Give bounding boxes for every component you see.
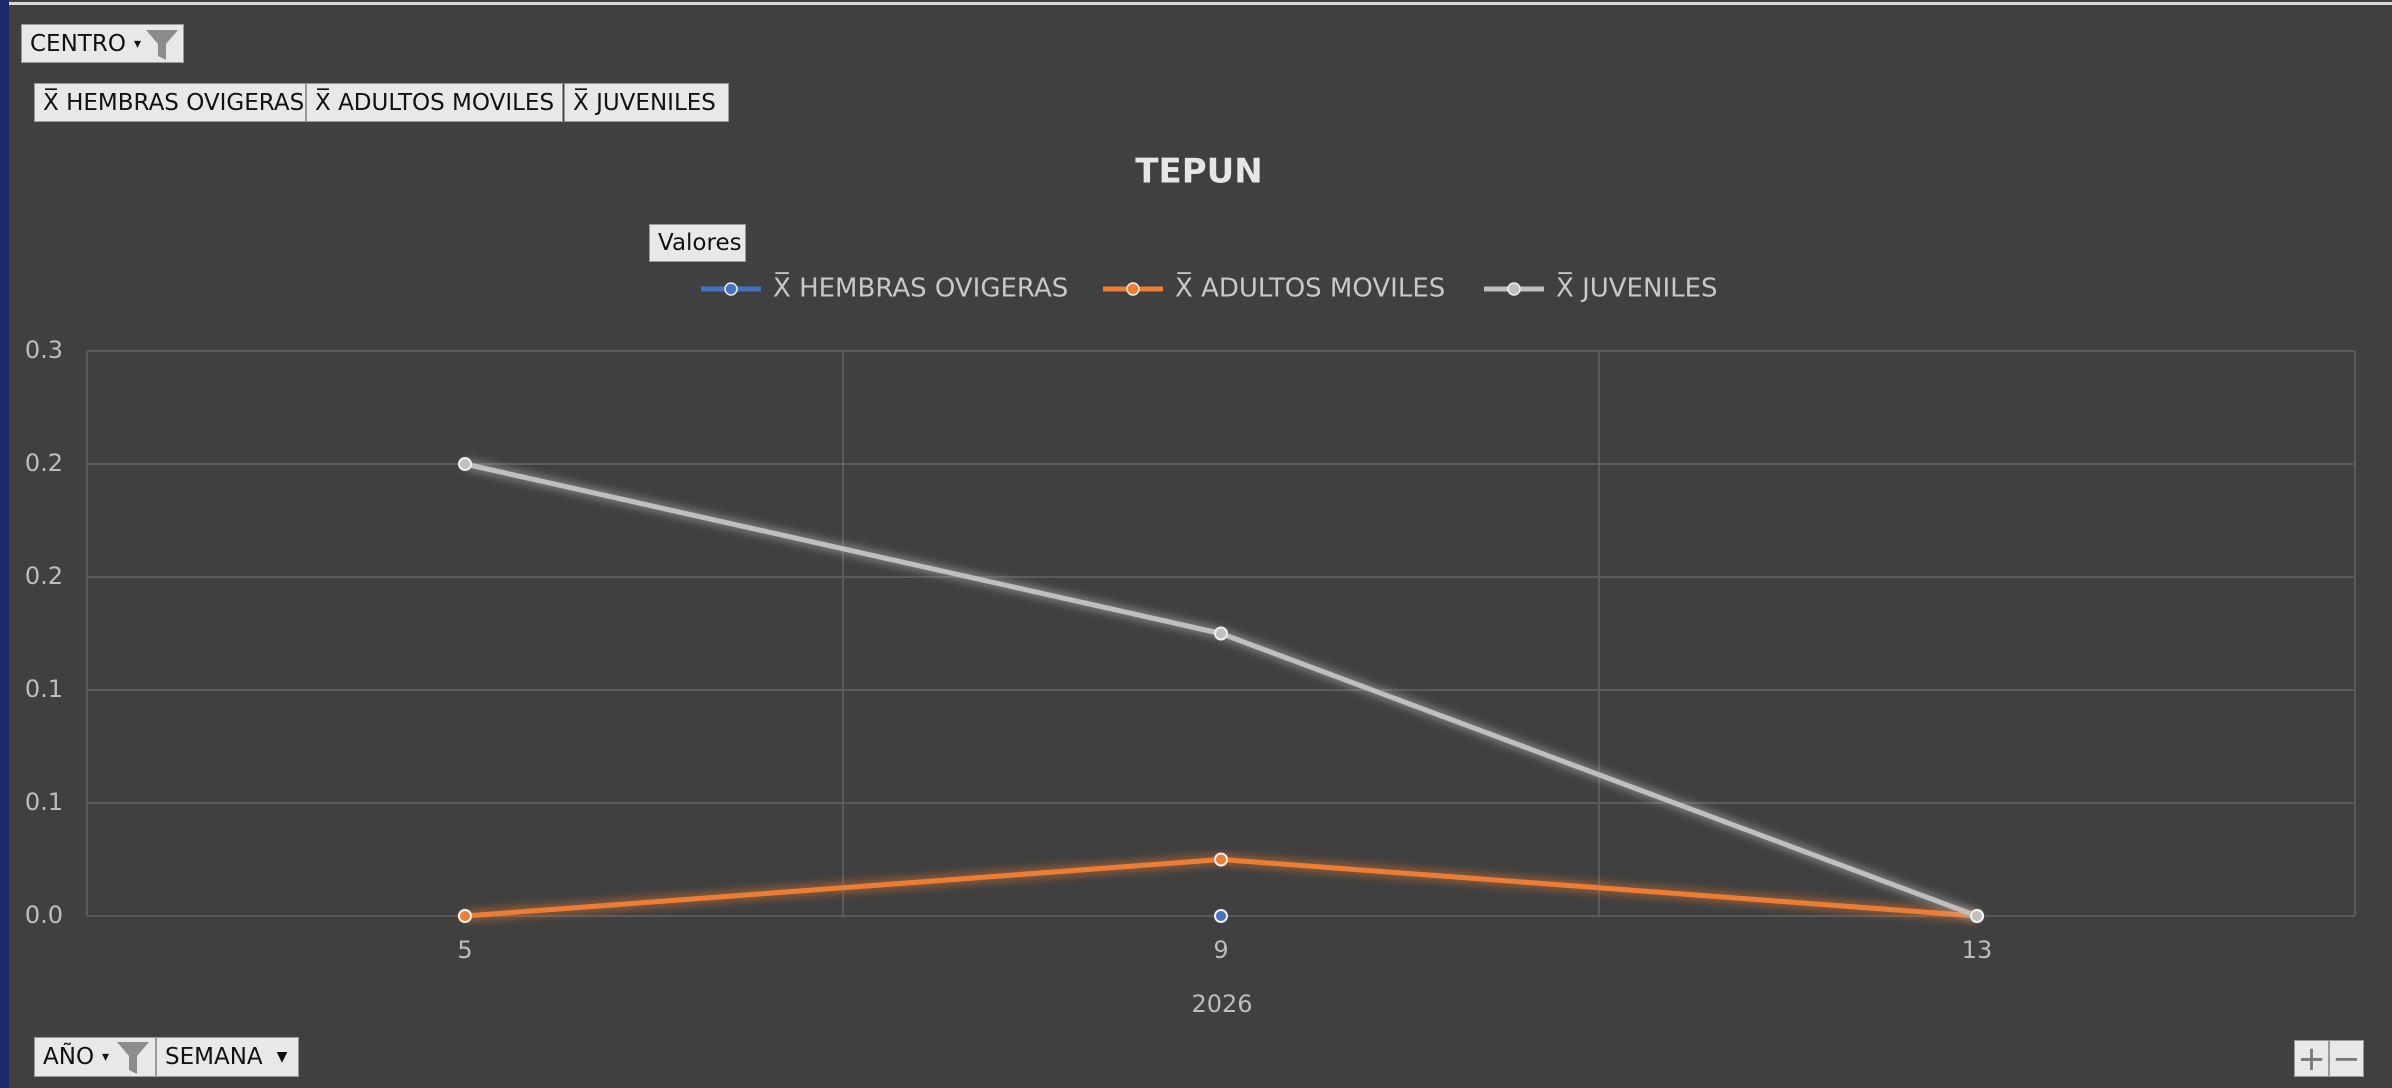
y-tick-label: 0.2 <box>25 449 63 477</box>
legend-label: X̅ HEMBRAS OVIGERAS <box>773 272 1068 304</box>
series-field-button[interactable]: X̅ HEMBRAS OVIGERAS <box>34 83 306 122</box>
data-point <box>458 457 472 471</box>
x-tick-label: 5 <box>457 936 472 964</box>
legend-marker <box>1126 282 1140 296</box>
window-border <box>0 0 9 1088</box>
dropdown-arrow: ▾ <box>102 1049 110 1065</box>
x-group-label: 2026 <box>1191 990 1252 1018</box>
series-line <box>464 857 1978 919</box>
y-tick-label: 0.3 <box>25 336 63 364</box>
legend-label: X̅ ADULTOS MOVILES <box>1175 272 1445 304</box>
field-label: AÑO <box>43 1044 95 1070</box>
legend-marker <box>724 282 738 296</box>
series-field-button[interactable]: X̅ ADULTOS MOVILES <box>306 83 563 122</box>
x-tick-label: 13 <box>1962 936 1993 964</box>
data-point <box>1214 626 1228 641</box>
report-filter-button[interactable]: CENTRO ▾ <box>21 24 184 63</box>
axis-field-button[interactable]: AÑO ▾ <box>34 1037 156 1077</box>
filter-label: CENTRO <box>30 30 126 57</box>
x-tick-label: 9 <box>1213 936 1228 964</box>
chart-title: TEPUN <box>1135 152 1262 192</box>
dropdown-arrow: ▾ <box>133 35 141 52</box>
y-tick-label: 0.2 <box>25 562 63 590</box>
data-point <box>1970 909 1984 923</box>
dropdown-arrow: ▼ <box>276 1049 288 1065</box>
y-tick-label: 0.0 <box>25 901 63 929</box>
data-point <box>1214 852 1228 867</box>
data-point <box>458 909 472 923</box>
field-label: SEMANA <box>165 1044 263 1070</box>
window-border <box>9 2 2392 5</box>
y-tick-label: 0.1 <box>25 675 63 703</box>
legend-marker <box>1507 282 1521 296</box>
axis-field-button[interactable]: SEMANA ▼ <box>156 1037 299 1077</box>
series-field-button[interactable]: X̅ JUVENILES <box>564 83 729 122</box>
funnel-icon <box>117 1042 149 1074</box>
data-point <box>1214 909 1228 923</box>
legend-label: X̅ JUVENILES <box>1556 272 1718 304</box>
values-button[interactable]: Valores <box>649 224 746 262</box>
y-tick-label: 0.1 <box>25 788 63 816</box>
funnel-icon <box>146 30 178 60</box>
values-label: Valores <box>658 230 742 256</box>
expand-button[interactable]: + <box>2294 1039 2329 1079</box>
collapse-button[interactable]: − <box>2329 1039 2364 1079</box>
